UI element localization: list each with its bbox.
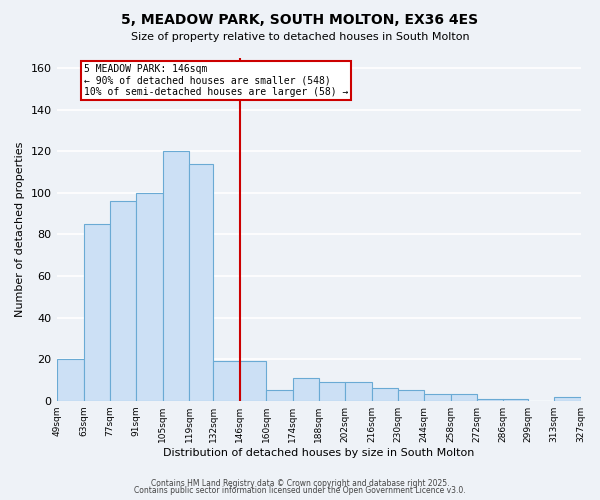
Bar — [293, 378, 319, 400]
Bar — [424, 394, 451, 400]
Bar — [83, 224, 110, 400]
Bar — [266, 390, 293, 400]
Bar — [136, 192, 163, 400]
Text: Contains public sector information licensed under the Open Government Licence v3: Contains public sector information licen… — [134, 486, 466, 495]
Bar — [398, 390, 424, 400]
Bar — [345, 382, 371, 400]
Bar — [110, 201, 136, 400]
Y-axis label: Number of detached properties: Number of detached properties — [15, 142, 25, 317]
Bar — [214, 361, 240, 401]
X-axis label: Distribution of detached houses by size in South Molton: Distribution of detached houses by size … — [163, 448, 475, 458]
Bar — [451, 394, 477, 400]
Text: 5, MEADOW PARK, SOUTH MOLTON, EX36 4ES: 5, MEADOW PARK, SOUTH MOLTON, EX36 4ES — [121, 12, 479, 26]
Bar — [57, 359, 83, 401]
Bar — [477, 398, 503, 400]
Text: Contains HM Land Registry data © Crown copyright and database right 2025.: Contains HM Land Registry data © Crown c… — [151, 478, 449, 488]
Bar — [189, 164, 214, 400]
Text: 5 MEADOW PARK: 146sqm
← 90% of detached houses are smaller (548)
10% of semi-det: 5 MEADOW PARK: 146sqm ← 90% of detached … — [83, 64, 348, 97]
Bar — [240, 361, 266, 401]
Bar — [503, 398, 528, 400]
Text: Size of property relative to detached houses in South Molton: Size of property relative to detached ho… — [131, 32, 469, 42]
Bar — [163, 151, 189, 400]
Bar — [554, 396, 581, 400]
Bar — [371, 388, 398, 400]
Bar — [319, 382, 345, 400]
